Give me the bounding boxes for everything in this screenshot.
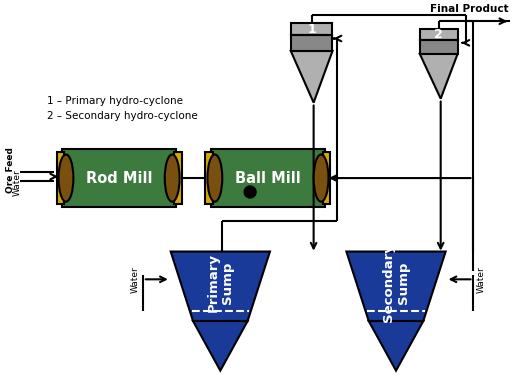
Ellipse shape bbox=[58, 155, 73, 202]
Text: Final Product: Final Product bbox=[430, 4, 508, 14]
Polygon shape bbox=[420, 54, 457, 99]
Bar bbox=[56, 152, 64, 204]
Ellipse shape bbox=[314, 155, 328, 202]
Bar bbox=[211, 149, 325, 207]
Bar bbox=[62, 149, 176, 207]
Polygon shape bbox=[193, 321, 248, 371]
Bar bbox=[323, 152, 330, 204]
Bar bbox=[420, 29, 457, 40]
Text: Ball Mill: Ball Mill bbox=[235, 170, 301, 185]
Circle shape bbox=[244, 186, 256, 198]
Text: Ore Feed: Ore Feed bbox=[6, 147, 15, 193]
Text: Water: Water bbox=[12, 170, 21, 196]
Text: 1: 1 bbox=[307, 23, 316, 35]
Bar bbox=[291, 35, 333, 51]
Ellipse shape bbox=[208, 155, 222, 202]
Text: Water: Water bbox=[131, 266, 140, 293]
Polygon shape bbox=[369, 321, 423, 371]
Text: 1 – Primary hydro-cyclone: 1 – Primary hydro-cyclone bbox=[46, 96, 183, 106]
Text: 2 – Secondary hydro-cyclone: 2 – Secondary hydro-cyclone bbox=[46, 110, 197, 121]
Bar bbox=[206, 152, 213, 204]
Text: Water: Water bbox=[477, 266, 486, 293]
Ellipse shape bbox=[165, 155, 180, 202]
Polygon shape bbox=[171, 251, 270, 321]
Polygon shape bbox=[346, 251, 446, 321]
Text: Primary
Sump: Primary Sump bbox=[207, 253, 235, 312]
Bar bbox=[420, 40, 457, 54]
Bar bbox=[291, 23, 333, 35]
Text: Secondary
Sump: Secondary Sump bbox=[382, 244, 410, 322]
Polygon shape bbox=[291, 51, 333, 103]
Text: Rod Mill: Rod Mill bbox=[86, 170, 152, 185]
Bar bbox=[174, 152, 182, 204]
Text: 2: 2 bbox=[434, 28, 443, 41]
